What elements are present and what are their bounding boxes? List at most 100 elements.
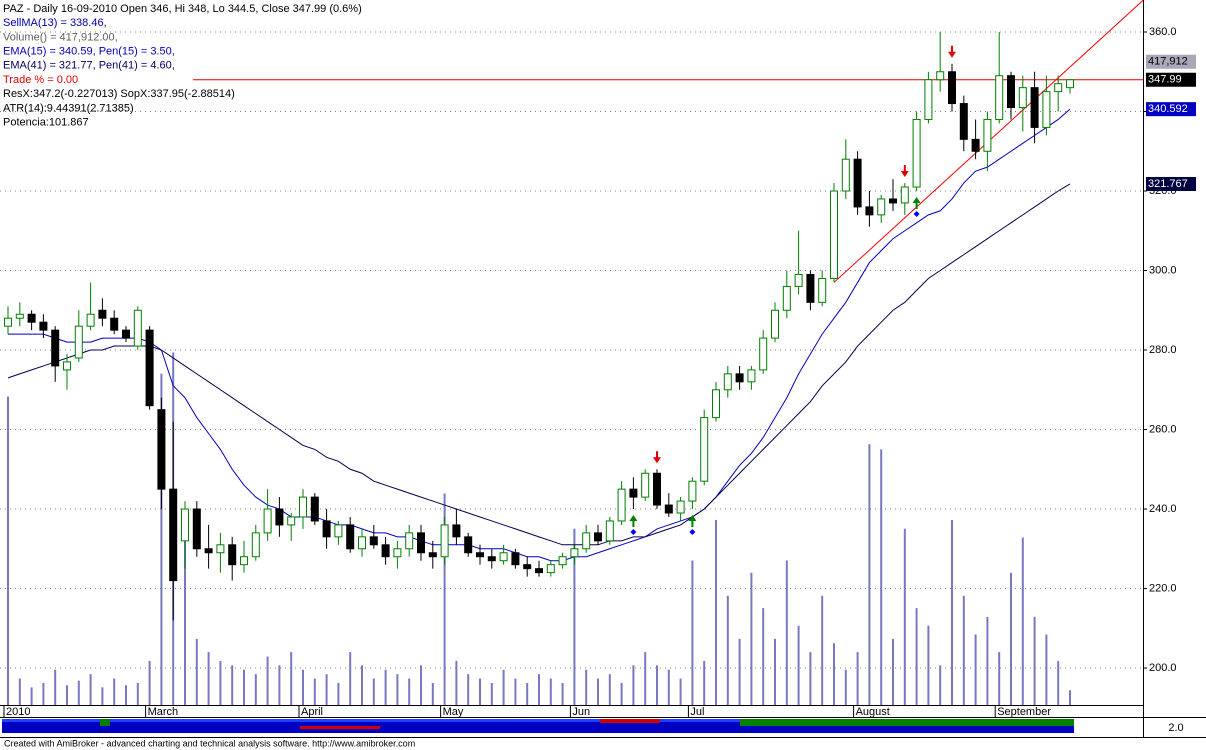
candle-body [523,564,532,570]
ribbon-label: 2.0 [1168,722,1183,734]
volume-bar [302,669,304,705]
candle-body [275,508,284,526]
volume-bar [1033,616,1036,705]
volume-bar [762,608,765,705]
volume-bar [408,678,411,705]
volume-bar [243,669,245,705]
volume-bar [325,674,328,705]
volume-bar [538,674,540,705]
x-tick-label: September [997,706,1051,718]
candle-body [192,508,201,550]
volume-bar [892,638,894,705]
volume-bar [30,687,33,705]
candle-body [700,417,709,482]
candle-body [358,536,366,550]
footer: Created with AmiBroker - advanced charti… [4,738,415,748]
volume-bar [821,595,824,705]
candle-body [4,317,12,327]
sell-arrow [900,165,909,178]
volume-bar [443,493,446,705]
candle-body [499,552,508,562]
volume-bar [7,396,9,705]
candle-body [570,548,579,558]
volume-bar [774,638,776,705]
header-line: Volume() = 417,912.00, [3,31,118,43]
candle-body [936,71,945,81]
x-tick-label: Jun [572,706,590,718]
volume-bar [656,665,658,705]
volume-bar [290,652,293,705]
volume-bar [219,660,222,705]
candle-body [535,568,543,574]
value-label-box [1146,176,1196,191]
candle-body [39,321,48,331]
volume-bar [266,656,269,705]
header-line: SellMA(13) = 338.46, [3,17,107,29]
candle-body [853,158,862,208]
volume-bar [1010,572,1012,705]
candle-body [322,520,331,538]
candle-body [310,496,319,522]
candle-body [393,548,402,558]
candle-body [145,329,154,407]
candle-body [1018,87,1027,109]
volume-bar [927,625,930,705]
candle-body [51,329,60,367]
candle-body [487,556,496,562]
volume-bar [148,660,151,705]
volume-bar [738,638,741,705]
volume-bar [620,682,623,705]
candle-body [912,118,921,188]
x-tick-label: March [148,706,179,718]
volume-bar [18,678,21,705]
candle-body [594,532,602,542]
candle-body [983,118,992,152]
candle-body [617,488,626,522]
candle-body [1066,79,1074,89]
candle-body [15,313,24,319]
volume-bar [998,652,1001,705]
volume-bar [66,685,68,705]
volume-bar [585,669,588,705]
ribbon-bar [2,719,1074,722]
indicator-line [8,108,1071,562]
candle-body [1042,91,1051,128]
header-line: PAZ - Daily 16-09-2010 Open 346, Hi 348,… [3,3,362,15]
candle-body [971,138,980,152]
candle-body [558,556,567,566]
volume-bar [608,674,611,705]
volume-bar [1069,690,1071,705]
volume-bar [313,678,316,705]
ribbon-bar [100,719,110,726]
candle-body [688,480,697,502]
volume-bar [632,665,635,705]
volume-bar [278,665,281,705]
x-tick-label: 2010 [6,706,30,718]
volume-bar [467,674,470,705]
volume-bar [750,572,753,705]
volume-bar [54,669,57,705]
candle-body [428,552,437,558]
volume-bar [1045,634,1048,705]
candle-body [865,206,874,216]
candle-body [122,329,130,339]
candle-body [381,544,390,558]
header-line: Potencia:101.867 [3,117,89,129]
volume-bar [561,682,564,705]
volume-bar [856,652,859,705]
sell-arrow [653,451,661,464]
candle-body [405,532,414,550]
candle-body [782,285,791,311]
volume-bar [785,560,788,705]
volume-bar [880,449,883,705]
candle-body [546,564,555,574]
candle-body [1030,87,1039,128]
ribbon [2,719,1074,733]
volume-bar [526,682,529,705]
candle-body [676,500,685,514]
candle-body [240,556,248,566]
value-label: 321.767 [1148,178,1188,190]
value-label-box [1146,102,1196,117]
candle-body [216,544,225,554]
